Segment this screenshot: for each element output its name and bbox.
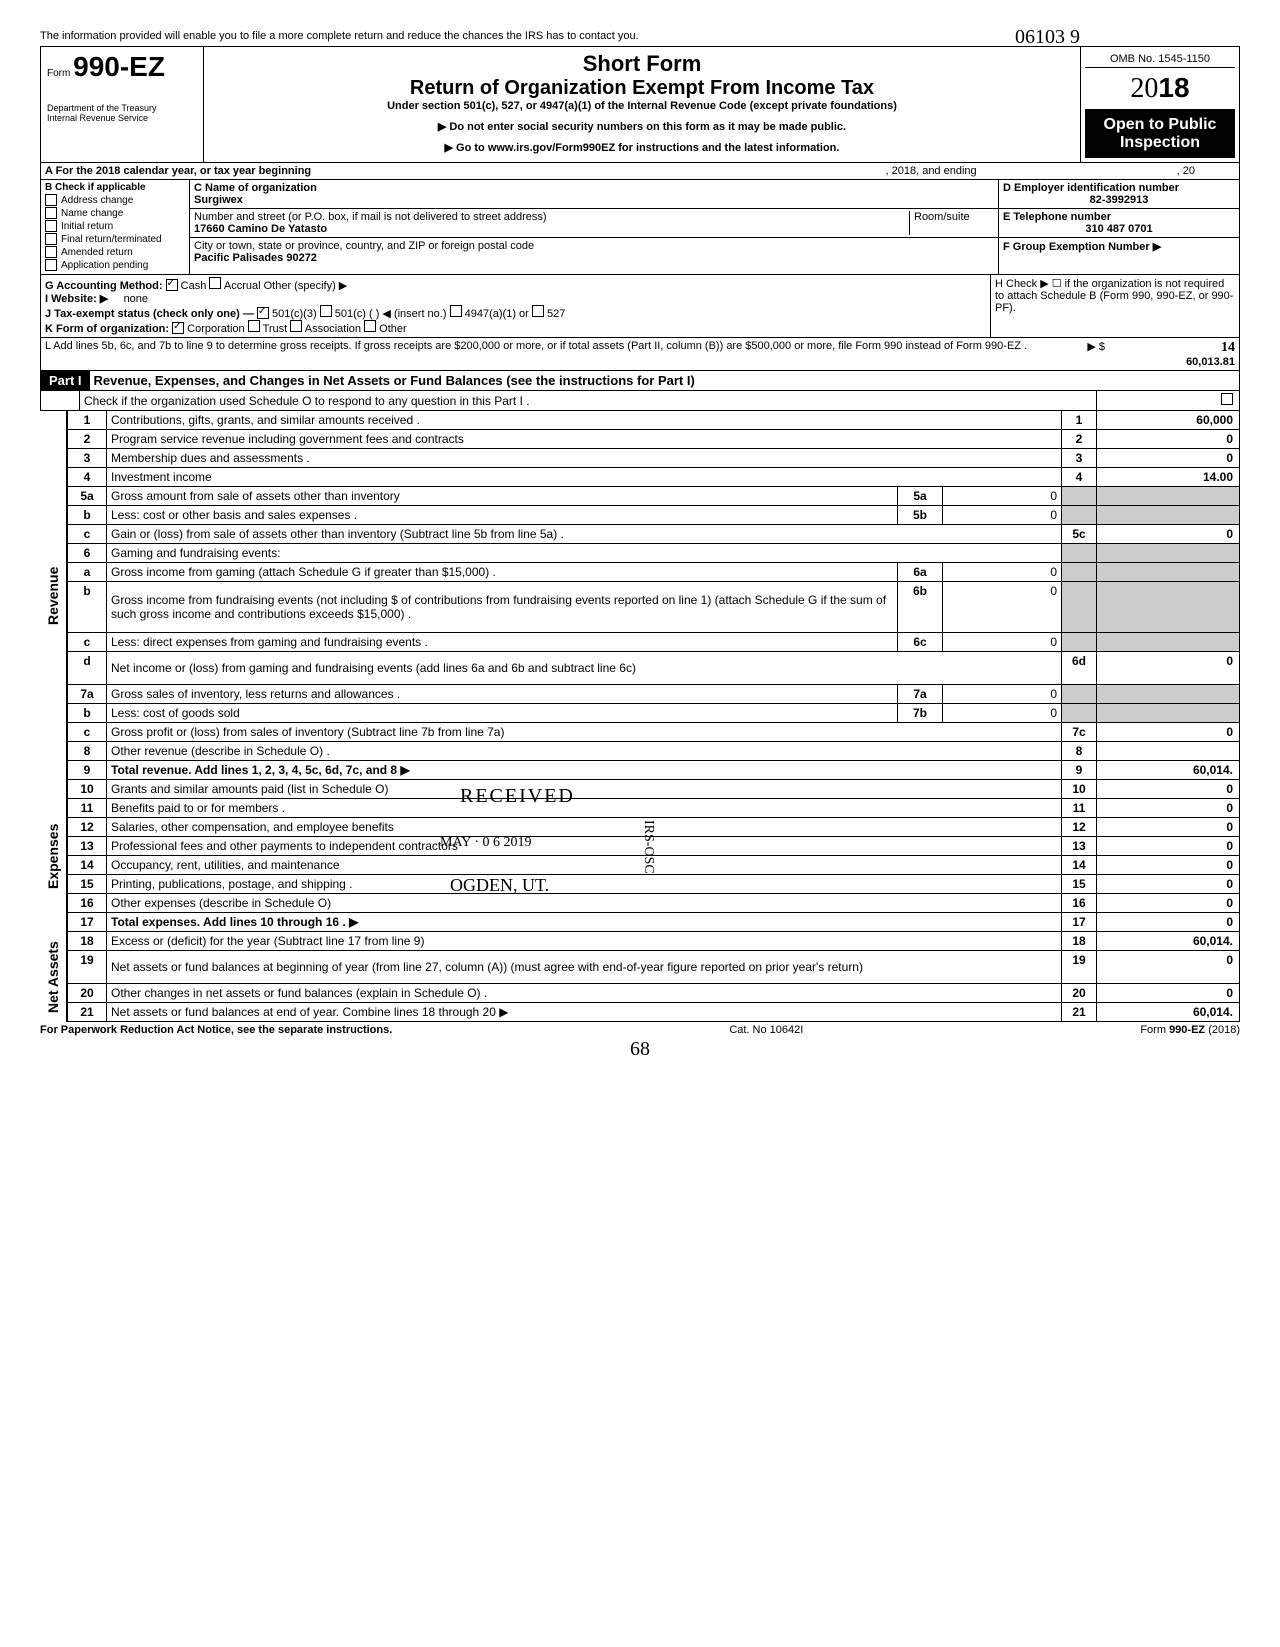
stamp-ogden: OGDEN, UT. (450, 875, 549, 896)
expenses-side-label: Expenses (40, 780, 67, 932)
page-number-handwritten: 68 (40, 1038, 1240, 1061)
open-to-public: Open to Public Inspection (1085, 110, 1235, 158)
ssn-warning: ▶ Do not enter social security numbers o… (208, 120, 1076, 133)
footer-form: Form 990-EZ (2018) (1140, 1024, 1240, 1036)
section-bcd: B Check if applicable Address change Nam… (40, 180, 1240, 275)
check-final-return[interactable] (45, 233, 57, 245)
check-assoc[interactable] (290, 320, 302, 332)
check-amended[interactable] (45, 246, 57, 258)
part1-title: Revenue, Expenses, and Changes in Net As… (90, 371, 699, 390)
handwritten-code: 06103 9 (1015, 26, 1080, 49)
under-section: Under section 501(c), 527, or 4947(a)(1)… (208, 100, 1076, 112)
stamp-date: MAY · 0 6 2019 (440, 835, 532, 851)
goto-url: ▶ Go to www.irs.gov/Form990EZ for instru… (208, 141, 1076, 154)
stamp-irs-osc: IRS-OSC (640, 820, 656, 874)
footer-paperwork: For Paperwork Reduction Act Notice, see … (40, 1024, 392, 1036)
check-other[interactable] (364, 320, 376, 332)
addr-label: Number and street (or P.O. box, if mail … (194, 211, 547, 223)
phone: 310 487 0701 (1003, 223, 1235, 235)
h-schedule-b: H Check ▶ ☐ if the organization is not r… (991, 275, 1239, 337)
part1-header-row: Part I Revenue, Expenses, and Changes in… (40, 371, 1240, 391)
part1-label: Part I (41, 371, 90, 390)
c-label: C Name of organization (194, 182, 317, 194)
return-title: Return of Organization Exempt From Incom… (208, 77, 1076, 100)
city-state-zip: Pacific Palisades 90272 (194, 252, 317, 264)
check-corp[interactable] (172, 322, 184, 334)
received-stamp: RECEIVED (460, 785, 575, 808)
check-trust[interactable] (248, 320, 260, 332)
check-527[interactable] (532, 305, 544, 317)
row-g-to-k: G Accounting Method: Cash Accrual Other … (40, 275, 1240, 338)
check-cash[interactable] (166, 279, 178, 291)
row-a-tax-year: A For the 2018 calendar year, or tax yea… (40, 163, 1240, 180)
form-prefix: Form (47, 68, 70, 79)
check-schedule-o[interactable] (1221, 393, 1233, 405)
form-header: Form 990-EZ Department of the Treasury I… (40, 46, 1240, 163)
netassets-side-label: Net Assets (40, 932, 67, 1022)
revenue-side-label: Revenue (40, 411, 67, 780)
part1-check-line: Check if the organization used Schedule … (80, 391, 1096, 410)
footer: For Paperwork Reduction Act Notice, see … (40, 1022, 1240, 1038)
tax-year: 2018 (1085, 68, 1235, 110)
b-label: B Check if applicable (45, 182, 185, 193)
check-accrual[interactable] (209, 277, 221, 289)
check-address-change[interactable] (45, 194, 57, 206)
check-4947[interactable] (450, 305, 462, 317)
footer-catno: Cat. No 10642I (729, 1024, 803, 1036)
check-app-pending[interactable] (45, 259, 57, 271)
f-label: F Group Exemption Number ▶ (1003, 241, 1161, 253)
org-name: Surgiwex (194, 194, 243, 206)
check-501c3[interactable] (257, 307, 269, 319)
room-label: Room/suite (914, 211, 970, 223)
check-initial-return[interactable] (45, 220, 57, 232)
city-label: City or town, state or province, country… (194, 240, 534, 252)
d-label: D Employer identification number (1003, 182, 1179, 194)
street: 17660 Camino De Yatasto (194, 223, 327, 235)
ein: 82-3992913 (1003, 194, 1235, 206)
check-501c[interactable] (320, 305, 332, 317)
omb-number: OMB No. 1545-1150 (1085, 51, 1235, 68)
check-name-change[interactable] (45, 207, 57, 219)
form-number: 990-EZ (73, 51, 165, 82)
short-form-title: Short Form (208, 51, 1076, 77)
row-l: L Add lines 5b, 6c, and 7b to line 9 to … (40, 338, 1240, 371)
e-label: E Telephone number (1003, 211, 1111, 223)
dept-treasury: Department of the Treasury Internal Reve… (47, 103, 197, 123)
